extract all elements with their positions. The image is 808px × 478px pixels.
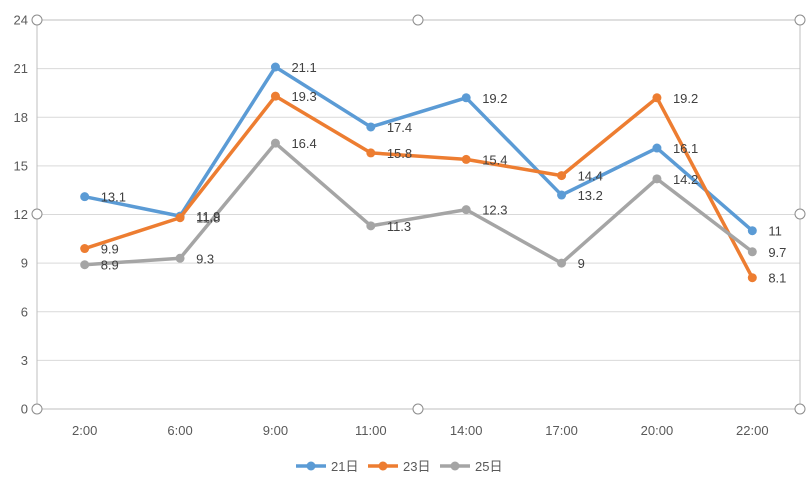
x-tick-label: 11:00 (355, 423, 387, 438)
legend-label: 21日 (331, 459, 358, 474)
data-label: 19.3 (291, 89, 316, 104)
data-label: 11.8 (196, 211, 220, 226)
resize-handle (31, 14, 43, 26)
data-point (557, 258, 567, 268)
y-tick-label: 21 (14, 61, 28, 76)
data-label: 15.4 (482, 152, 507, 167)
data-point (461, 93, 471, 103)
data-label: 19.2 (482, 91, 507, 106)
data-point (747, 247, 757, 257)
data-point (366, 122, 376, 132)
data-label: 9.9 (101, 242, 119, 257)
legend-label: 25日 (475, 459, 502, 474)
resize-handle (412, 403, 424, 415)
resize-handle (31, 403, 43, 415)
legend-label: 23日 (403, 459, 430, 474)
y-tick-label: 12 (14, 207, 28, 222)
data-point (366, 221, 376, 231)
data-label: 21.1 (291, 60, 316, 75)
x-tick-label: 20:00 (641, 423, 674, 438)
data-point (175, 253, 185, 263)
y-tick-label: 0 (21, 402, 28, 417)
data-point (270, 91, 280, 101)
data-label: 12.3 (482, 203, 507, 218)
series-line-2 (82, 94, 755, 280)
y-tick-label: 9 (21, 256, 28, 271)
data-label: 19.2 (673, 91, 698, 106)
x-tick-label: 9:00 (263, 423, 288, 438)
legend-marker (378, 461, 388, 471)
data-point (80, 260, 90, 270)
series-line-3 (82, 141, 755, 267)
data-point (747, 226, 757, 236)
data-point (461, 205, 471, 215)
y-tick-label: 3 (21, 353, 28, 368)
data-label: 15.8 (387, 146, 412, 161)
legend-marker (450, 461, 460, 471)
data-label: 9 (578, 256, 585, 271)
data-label: 8.1 (768, 271, 786, 286)
resize-handle (31, 208, 43, 220)
data-label: 11 (768, 224, 782, 239)
data-label: 13.2 (578, 188, 603, 203)
y-tick-label: 18 (14, 110, 28, 125)
data-label: 17.4 (387, 120, 412, 135)
data-label: 16.4 (291, 136, 316, 151)
data-label: 13.1 (101, 190, 126, 205)
data-point (557, 190, 567, 200)
x-tick-label: 2:00 (72, 423, 97, 438)
x-tick-label: 14:00 (450, 423, 483, 438)
data-point (80, 244, 90, 254)
data-label: 14.2 (673, 172, 698, 187)
resize-handle (412, 14, 424, 26)
data-point (557, 171, 567, 181)
x-tick-label: 17:00 (545, 423, 578, 438)
y-tick-label: 24 (14, 13, 28, 28)
data-point (747, 273, 757, 283)
data-point (652, 143, 662, 153)
data-label: 11.3 (387, 219, 411, 234)
data-point (175, 213, 185, 223)
y-tick-label: 15 (14, 158, 28, 173)
x-tick-label: 6:00 (167, 423, 192, 438)
resize-handle (794, 14, 806, 26)
x-tick-label: 22:00 (736, 423, 769, 438)
data-point (652, 93, 662, 103)
data-point (652, 174, 662, 184)
legend-marker (306, 461, 316, 471)
data-label: 14.4 (578, 169, 603, 184)
y-tick-label: 6 (21, 304, 28, 319)
data-point (270, 62, 280, 72)
data-label: 9.7 (768, 245, 786, 260)
data-label: 8.9 (101, 258, 119, 273)
resize-handle (794, 403, 806, 415)
series-line-1 (82, 65, 755, 233)
data-point (270, 138, 280, 148)
data-point (366, 148, 376, 158)
data-label: 16.1 (673, 141, 698, 156)
resize-handle (794, 208, 806, 220)
data-point (80, 192, 90, 202)
data-point (461, 154, 471, 164)
data-label: 9.3 (196, 251, 214, 266)
data-label: 11.9 (196, 209, 220, 224)
